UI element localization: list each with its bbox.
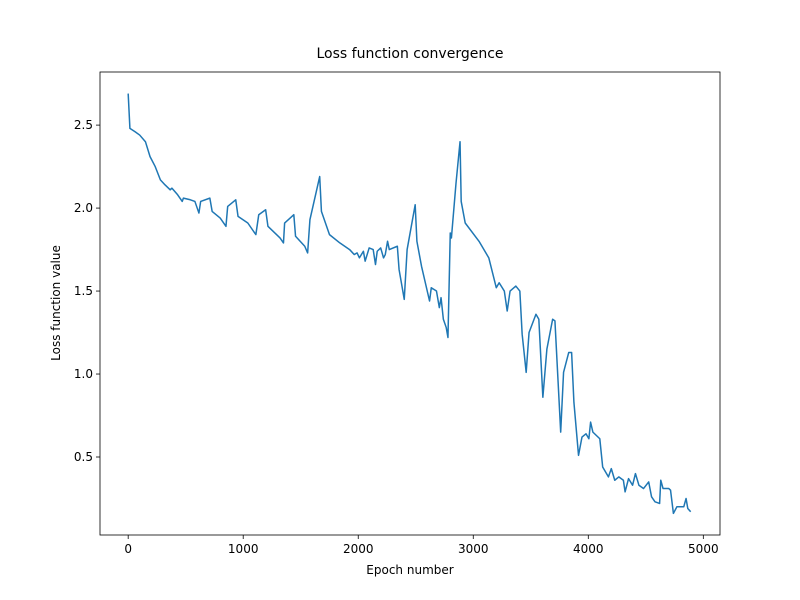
y-tick-label: 1.0 xyxy=(74,367,93,381)
x-axis-label: Epoch number xyxy=(366,563,453,577)
y-axis-label: Loss function value xyxy=(49,245,63,361)
chart-title: Loss function convergence xyxy=(316,46,503,62)
loss-line xyxy=(127,93,692,515)
y-tick-label: 2.5 xyxy=(74,118,93,132)
x-tick-label: 0 xyxy=(124,542,132,556)
x-tick-label: 3000 xyxy=(458,542,489,556)
x-tick-label: 4000 xyxy=(573,542,604,556)
x-tick-label: 2000 xyxy=(343,542,374,556)
x-tick-label: 1000 xyxy=(228,542,259,556)
plot-frame xyxy=(99,71,721,536)
y-tick-label: 2.0 xyxy=(74,201,93,215)
y-tick-label: 0.5 xyxy=(74,450,93,464)
x-tick-label: 5000 xyxy=(688,542,719,556)
y-tick-label: 1.5 xyxy=(74,284,93,298)
